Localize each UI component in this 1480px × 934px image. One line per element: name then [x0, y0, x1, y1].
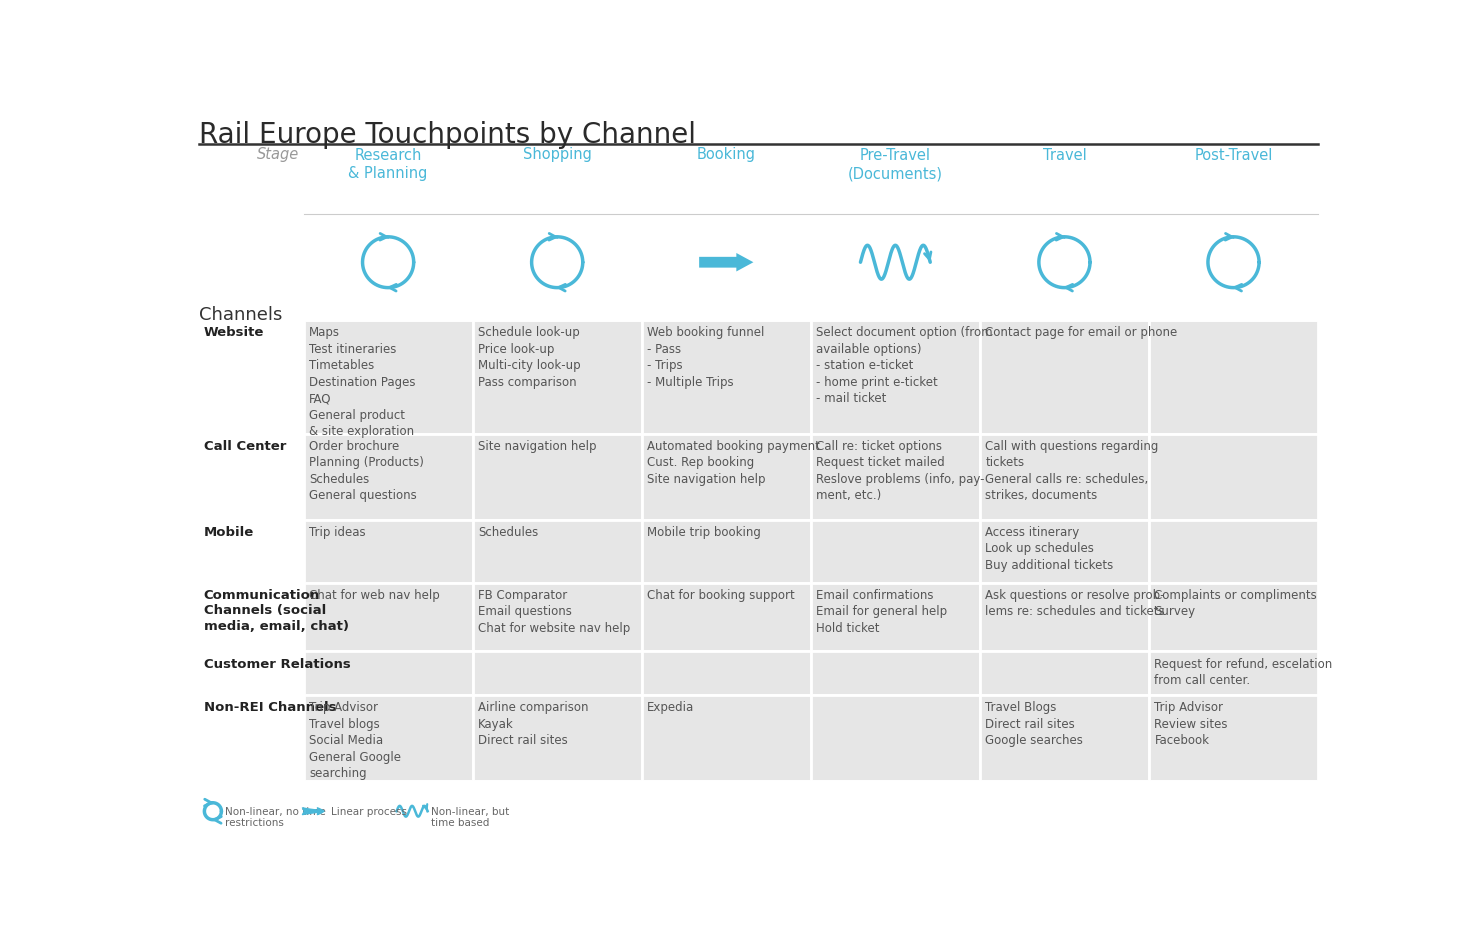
Text: Ask questions or resolve prob-
lems re: schedules and tickets: Ask questions or resolve prob- lems re: …	[986, 588, 1165, 618]
Text: Mobile: Mobile	[204, 526, 255, 539]
Bar	[811, 583, 980, 651]
Text: Trip Advisor
Review sites
Facebook: Trip Advisor Review sites Facebook	[1154, 701, 1228, 747]
Bar	[303, 519, 472, 583]
Text: Post-Travel: Post-Travel	[1194, 148, 1273, 163]
Text: Chat for web nav help: Chat for web nav help	[309, 588, 440, 601]
Bar	[811, 651, 980, 695]
Text: Mobile trip booking: Mobile trip booking	[647, 526, 761, 539]
Text: Select document option (from
available options)
- station e-ticket
- home print : Select document option (from available o…	[817, 326, 993, 405]
Text: Request for refund, escelation
from call center.: Request for refund, escelation from call…	[1154, 658, 1332, 687]
Bar	[472, 583, 642, 651]
Text: Pre-Travel
(Documents): Pre-Travel (Documents)	[848, 148, 943, 181]
Text: Website: Website	[204, 326, 263, 339]
Bar	[980, 651, 1148, 695]
Bar	[980, 320, 1148, 433]
Text: Customer Relations: Customer Relations	[204, 658, 351, 671]
Text: Complaints or compliments
Survey: Complaints or compliments Survey	[1154, 588, 1317, 618]
Text: Call re: ticket options
Request ticket mailed
Reslove problems (info, pay-
ment,: Call re: ticket options Request ticket m…	[817, 440, 984, 502]
Bar	[303, 433, 472, 519]
Bar	[1148, 651, 1319, 695]
Bar	[472, 651, 642, 695]
Text: Maps
Test itineraries
Timetables
Destination Pages
FAQ
General product
& site ex: Maps Test itineraries Timetables Destina…	[309, 326, 416, 438]
Bar	[303, 651, 472, 695]
Text: Access itinerary
Look up schedules
Buy additional tickets: Access itinerary Look up schedules Buy a…	[986, 526, 1113, 572]
Text: Order brochure
Planning (Products)
Schedules
General questions: Order brochure Planning (Products) Sched…	[309, 440, 423, 502]
Text: Trip ideas: Trip ideas	[309, 526, 366, 539]
Bar	[198, 519, 303, 583]
Bar	[472, 695, 642, 781]
Text: Non-linear, but
time based: Non-linear, but time based	[432, 807, 509, 828]
Bar	[472, 320, 642, 433]
Bar	[811, 433, 980, 519]
Text: Automated booking payment
Cust. Rep booking
Site navigation help: Automated booking payment Cust. Rep book…	[647, 440, 820, 486]
Text: Web booking funnel
- Pass
- Trips
- Multiple Trips: Web booking funnel - Pass - Trips - Mult…	[647, 326, 765, 389]
Text: Chat for booking support: Chat for booking support	[647, 588, 795, 601]
Bar	[303, 320, 472, 433]
Text: Travel Blogs
Direct rail sites
Google searches: Travel Blogs Direct rail sites Google se…	[986, 701, 1083, 747]
Bar	[1148, 695, 1319, 781]
Bar	[642, 651, 811, 695]
Bar	[811, 695, 980, 781]
Bar	[1148, 320, 1319, 433]
Text: Contact page for email or phone: Contact page for email or phone	[986, 326, 1178, 339]
Text: Research
& Planning: Research & Planning	[348, 148, 428, 181]
Text: Trip Advisor
Travel blogs
Social Media
General Google
searching: Trip Advisor Travel blogs Social Media G…	[309, 701, 401, 780]
Bar	[980, 519, 1148, 583]
Bar	[1148, 433, 1319, 519]
Text: Travel: Travel	[1042, 148, 1086, 163]
Text: Linear process: Linear process	[330, 807, 407, 816]
Text: Non-linear, no time
restrictions: Non-linear, no time restrictions	[225, 807, 326, 828]
Bar	[811, 519, 980, 583]
Polygon shape	[699, 253, 753, 272]
Bar	[303, 695, 472, 781]
Text: Email confirmations
Email for general help
Hold ticket: Email confirmations Email for general he…	[817, 588, 947, 635]
Bar	[303, 583, 472, 651]
Text: FB Comparator
Email questions
Chat for website nav help: FB Comparator Email questions Chat for w…	[478, 588, 630, 635]
Text: Call with questions regarding
tickets
General calls re: schedules,
strikes, docu: Call with questions regarding tickets Ge…	[986, 440, 1159, 502]
Text: Expedia: Expedia	[647, 701, 694, 715]
Text: Channels: Channels	[198, 306, 283, 324]
Bar	[642, 433, 811, 519]
Text: Call Center: Call Center	[204, 440, 286, 453]
Bar	[198, 320, 303, 433]
Bar	[198, 651, 303, 695]
Bar	[198, 583, 303, 651]
Text: Shopping: Shopping	[522, 148, 592, 163]
Bar	[642, 519, 811, 583]
Text: Stage: Stage	[256, 148, 299, 163]
Bar	[1148, 519, 1319, 583]
Text: Schedule look-up
Price look-up
Multi-city look-up
Pass comparison: Schedule look-up Price look-up Multi-cit…	[478, 326, 580, 389]
Text: Booking: Booking	[697, 148, 756, 163]
Bar	[811, 320, 980, 433]
Text: Non-REI Channels: Non-REI Channels	[204, 701, 336, 715]
Bar	[980, 433, 1148, 519]
Text: Site navigation help: Site navigation help	[478, 440, 596, 453]
Bar	[980, 695, 1148, 781]
Text: Communication
Channels (social
media, email, chat): Communication Channels (social media, em…	[204, 588, 349, 632]
Bar	[1148, 583, 1319, 651]
Text: Schedules: Schedules	[478, 526, 539, 539]
Bar	[980, 583, 1148, 651]
Bar	[472, 519, 642, 583]
Text: Rail Europe Touchpoints by Channel: Rail Europe Touchpoints by Channel	[198, 121, 696, 149]
Bar	[198, 695, 303, 781]
Bar	[642, 695, 811, 781]
Bar	[198, 433, 303, 519]
Bar	[472, 433, 642, 519]
Bar	[642, 583, 811, 651]
Bar	[642, 320, 811, 433]
Text: Airline comparison
Kayak
Direct rail sites: Airline comparison Kayak Direct rail sit…	[478, 701, 589, 747]
